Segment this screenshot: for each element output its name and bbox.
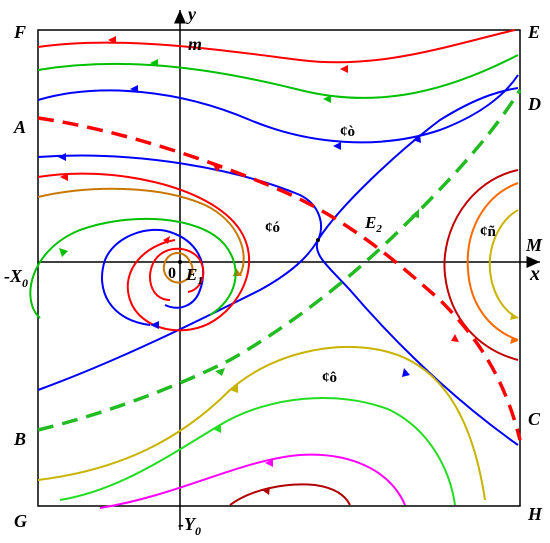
arrow-top-blue-2 <box>333 142 341 150</box>
arrow-right-olive <box>510 313 518 320</box>
arrow-top-blue-1 <box>130 85 138 93</box>
arrow-top-red-2 <box>340 65 348 73</box>
point-m-label: M <box>525 235 543 255</box>
bounding-box <box>37 29 521 507</box>
trajectory-bottom-olive <box>37 346 486 501</box>
region-bottom-label: ¢ô <box>322 370 337 386</box>
equilibrium-e1 <box>178 260 182 264</box>
corner-f-label: F <box>13 22 26 42</box>
arrow-top-green-2 <box>323 95 331 103</box>
m-label: m <box>188 34 202 54</box>
trajectory-top-red <box>37 29 516 64</box>
trajectory-bottom-lime <box>59 397 456 506</box>
arrow-bottom-darkred <box>262 487 270 495</box>
trajectory-right-darkred <box>443 169 519 361</box>
point-a-label: A <box>13 117 26 137</box>
point-d-label: D <box>527 94 541 114</box>
trajectory-top-blue <box>37 74 519 144</box>
arrow-top-green-1 <box>150 59 158 67</box>
dashed-green-line <box>37 89 522 432</box>
arrow-dashed-red-2 <box>451 334 459 342</box>
arrow-dashed-green-1 <box>215 368 225 376</box>
dashed-red-line <box>37 116 522 441</box>
trajectory-bottom-aux2 <box>38 420 190 460</box>
origin-label: 0 <box>168 265 176 282</box>
region-top-label: ¢ò <box>340 124 355 140</box>
spiral-orange-inner <box>162 252 194 284</box>
corner-g-label: G <box>14 511 27 531</box>
neg-y0-label: -Y0 <box>178 514 201 538</box>
y-axis-label: y <box>186 4 197 24</box>
point-b-label: B <box>13 429 26 449</box>
arrow-dashed-green-2 <box>411 209 419 218</box>
arrow-bottom-lime <box>213 424 221 433</box>
arrow-spiral-blue <box>150 321 159 329</box>
arrow-top-red-1 <box>108 36 116 44</box>
trajectory-bottom-aux3 <box>38 440 190 480</box>
e1-label: E1 <box>185 265 203 287</box>
arrow-sep-lr <box>402 368 410 377</box>
arrow-spiral-green <box>59 248 68 257</box>
arrow-bottom-olive <box>230 384 238 393</box>
arrow-spiral-red-outer <box>60 173 68 181</box>
spiral-red-inner <box>149 247 205 301</box>
point-c-label: C <box>528 409 541 429</box>
spiral-red-outer <box>37 172 250 332</box>
trajectory-right-orange <box>466 182 519 341</box>
corner-h-label: H <box>527 504 543 524</box>
trajectory-bottom-magenta <box>99 453 406 509</box>
arrow-bottom-magenta <box>265 459 273 467</box>
separatrix-main <box>37 87 519 391</box>
arrow-right-orange <box>510 337 518 344</box>
separatrix-lower-right <box>315 239 519 446</box>
x-axis-label: x <box>529 263 540 285</box>
arrow-spiral-red-inner <box>163 236 170 244</box>
arrow-dashed-red-1 <box>212 163 222 172</box>
spiral-orange-outer <box>37 187 245 276</box>
corner-e-label: E <box>527 22 540 42</box>
arrow-sep-main <box>413 134 421 143</box>
e2-label: E2 <box>364 213 382 235</box>
trajectory-bottom-aux <box>38 378 518 455</box>
neg-x0-label: -X0 <box>4 266 28 290</box>
region-right-label: ¢ñ <box>480 224 497 240</box>
equilibrium-e2 <box>316 238 320 242</box>
trajectory-right-olive <box>488 209 519 319</box>
region-middle-label: ¢ó <box>265 220 280 236</box>
arrow-sep-ul <box>58 153 66 161</box>
spiral-green <box>29 217 237 319</box>
trajectory-bottom-darkred <box>229 483 351 506</box>
trajectory-top-green <box>37 54 519 99</box>
spiral-blue <box>101 228 205 326</box>
